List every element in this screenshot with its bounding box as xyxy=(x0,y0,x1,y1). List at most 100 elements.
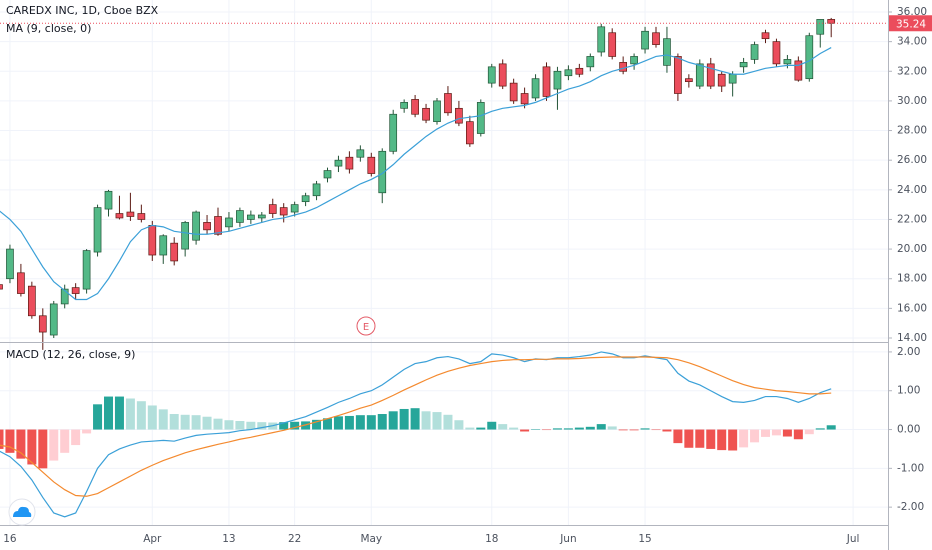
candle-body xyxy=(60,288,69,305)
candle-body xyxy=(411,99,419,115)
y-tick-label: 20.00 xyxy=(897,243,927,255)
candle-body xyxy=(290,204,299,213)
histogram-bar xyxy=(542,429,551,431)
histogram-bar xyxy=(333,416,343,430)
earnings-circle xyxy=(356,316,376,336)
candle-body xyxy=(674,56,682,94)
y-tick-label: 14.00 xyxy=(897,332,927,344)
candle-body xyxy=(553,70,562,90)
histogram-bar xyxy=(761,429,770,437)
histogram-bar xyxy=(323,418,332,430)
histogram-bar xyxy=(771,429,781,436)
histogram-bar xyxy=(432,412,442,430)
histogram-bar xyxy=(695,429,705,448)
histogram-bar xyxy=(618,429,628,431)
signal-line xyxy=(0,356,832,497)
ma-legend: MA (9, close, 0) xyxy=(6,22,91,35)
candle-body xyxy=(28,285,36,317)
candle-body xyxy=(268,204,277,214)
histogram-bar xyxy=(169,414,179,430)
histogram-bar xyxy=(312,419,322,430)
x-tick-label: 15 xyxy=(638,533,651,545)
candle-body xyxy=(717,73,726,87)
histogram-bar xyxy=(509,427,519,430)
candle-body xyxy=(805,35,814,80)
plot xyxy=(0,17,888,518)
candle-body xyxy=(203,222,211,231)
histogram-bar xyxy=(399,408,409,430)
candle-body xyxy=(214,216,222,235)
candle-body xyxy=(82,250,91,290)
candle-body xyxy=(225,217,233,228)
y-tick-label: 18.00 xyxy=(897,273,927,285)
histogram-bar xyxy=(552,428,562,430)
earnings-label: E xyxy=(363,322,369,333)
candle-body xyxy=(6,248,14,280)
histogram-bar xyxy=(213,418,223,430)
candle-body xyxy=(236,210,244,223)
histogram-bar xyxy=(662,429,672,432)
y-tick-label: 22.00 xyxy=(897,213,927,225)
histogram-bar xyxy=(257,422,267,430)
histogram-bar xyxy=(125,398,135,430)
histogram-bar xyxy=(421,411,431,430)
y-tick-label: 1.00 xyxy=(897,385,920,397)
candle-body xyxy=(159,235,168,256)
candle-body xyxy=(170,242,179,262)
axes: 16 Apr 13 22 May 18 Jun 15 Jul 14.00 16.00 18.00 20.… xyxy=(3,6,932,545)
candle-body xyxy=(663,38,671,66)
candle-body xyxy=(137,213,146,220)
candle-body xyxy=(301,195,310,203)
candle-body xyxy=(641,30,649,50)
x-tick-label: 16 xyxy=(3,533,17,545)
histogram-bar xyxy=(739,429,749,448)
histogram-bar xyxy=(465,427,475,430)
histogram-bar xyxy=(49,429,59,461)
histogram-bar xyxy=(366,415,376,430)
candle-body xyxy=(706,63,715,87)
histogram-bar xyxy=(224,420,234,430)
histogram-bar xyxy=(202,416,212,430)
histogram-bar xyxy=(71,429,81,446)
candle-body xyxy=(597,26,606,53)
candle-body xyxy=(38,315,47,333)
histogram-bar xyxy=(388,411,398,430)
histogram-bar xyxy=(563,428,573,430)
candle-body xyxy=(827,19,836,24)
grid xyxy=(0,0,888,525)
candle-body xyxy=(49,303,58,336)
candle-body xyxy=(608,32,617,57)
earnings-marker[interactable]: E xyxy=(356,316,376,336)
histogram-bar xyxy=(410,408,420,430)
histogram-bar xyxy=(717,429,727,451)
histogram-bar xyxy=(246,421,256,430)
histogram-bar xyxy=(782,429,792,437)
candle-body xyxy=(816,19,825,35)
histogram-bar xyxy=(279,422,289,430)
logo-cloud xyxy=(13,506,32,517)
histogram-bar xyxy=(147,405,157,430)
logo[interactable] xyxy=(8,498,36,526)
last-price-label: 35.24 xyxy=(896,18,926,30)
histogram-bar xyxy=(180,414,190,430)
histogram-bar xyxy=(574,427,584,430)
histogram-bar xyxy=(454,420,464,430)
candle-body xyxy=(586,56,595,68)
candle-body xyxy=(433,100,441,123)
x-tick-label: May xyxy=(360,533,382,545)
candle-body xyxy=(761,32,770,40)
histogram-bar xyxy=(355,415,365,430)
histogram-bar xyxy=(585,426,595,430)
histogram-bar xyxy=(114,396,124,430)
histogram-bar xyxy=(706,429,716,449)
histogram-bar xyxy=(629,429,639,431)
candle-body xyxy=(367,156,376,174)
histogram-bar xyxy=(38,429,48,469)
histogram-bar xyxy=(104,396,113,430)
y-tick-label: 28.00 xyxy=(897,125,927,137)
candle-body xyxy=(772,41,781,65)
candle-body xyxy=(104,190,113,210)
histogram-bar xyxy=(728,429,738,451)
candle-body xyxy=(356,149,365,158)
